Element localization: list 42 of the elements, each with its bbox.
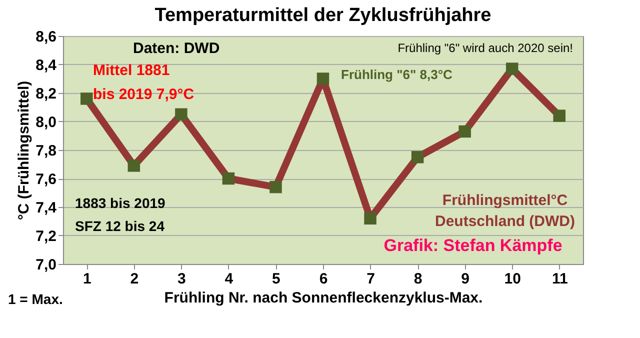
y-tick-label: 7,2 xyxy=(36,228,56,245)
x-tick-label: 2 xyxy=(130,270,139,288)
point xyxy=(175,108,188,120)
point xyxy=(316,72,330,85)
point xyxy=(506,62,518,75)
x-tick-label: 4 xyxy=(224,270,234,288)
point xyxy=(270,180,282,194)
y-tick-label: 8,2 xyxy=(36,86,56,102)
x-tick-label: 11 xyxy=(552,270,568,288)
x-tick-label: 9 xyxy=(461,270,470,288)
y-tick-label: 8,0 xyxy=(36,114,56,131)
y-tick-label: 8,4 xyxy=(36,57,58,74)
point xyxy=(553,110,566,122)
text: 1 = Max. xyxy=(8,291,63,307)
x-tick-label: 6 xyxy=(319,270,328,288)
annotation: Mittel 1881 bis 2019 7,9°C xyxy=(93,62,194,103)
annotation: Frühling "6" 8,3°C xyxy=(341,66,454,82)
point xyxy=(222,172,235,185)
x-tick-label: 7 xyxy=(366,270,375,288)
x-tick-label: 1 xyxy=(82,270,92,288)
annotation: Frühling "6" wird auch 2020 sein! xyxy=(398,41,573,55)
x-tick-label: 3 xyxy=(178,270,186,288)
point xyxy=(364,212,376,225)
annotation: 1883 bis 2019 SFZ 12 bis 24 xyxy=(75,195,166,234)
x-tick-label: 10 xyxy=(504,270,521,288)
x-axis-title: Frühling Nr. nach Sonnenfleckenzyklus-Max. xyxy=(164,290,483,306)
y-tick-label: 7,0 xyxy=(36,256,56,274)
y-tick-label: 7,4 xyxy=(36,200,58,216)
x-tick-label: 5 xyxy=(272,270,280,288)
y-tick-label: 7,8 xyxy=(36,142,56,160)
annotation: Daten: DWD xyxy=(133,40,220,57)
point xyxy=(80,92,93,105)
point xyxy=(458,125,471,138)
text: Frühlingsmittel°C Deutschland (DWD) xyxy=(435,192,575,230)
y-tick-label: 7,6 xyxy=(36,171,56,188)
y-tick-label: 8,6 xyxy=(36,28,56,46)
point xyxy=(411,151,424,164)
chart-title: Temperaturmittel der Zyklusfrühjahre xyxy=(154,5,492,26)
y-axis-title: °C (Frühlingsmittel) xyxy=(16,80,33,220)
point xyxy=(128,160,140,172)
x-tick-label: 8 xyxy=(414,270,422,288)
annotation: Grafik: Stefan Kämpfe xyxy=(384,236,562,255)
